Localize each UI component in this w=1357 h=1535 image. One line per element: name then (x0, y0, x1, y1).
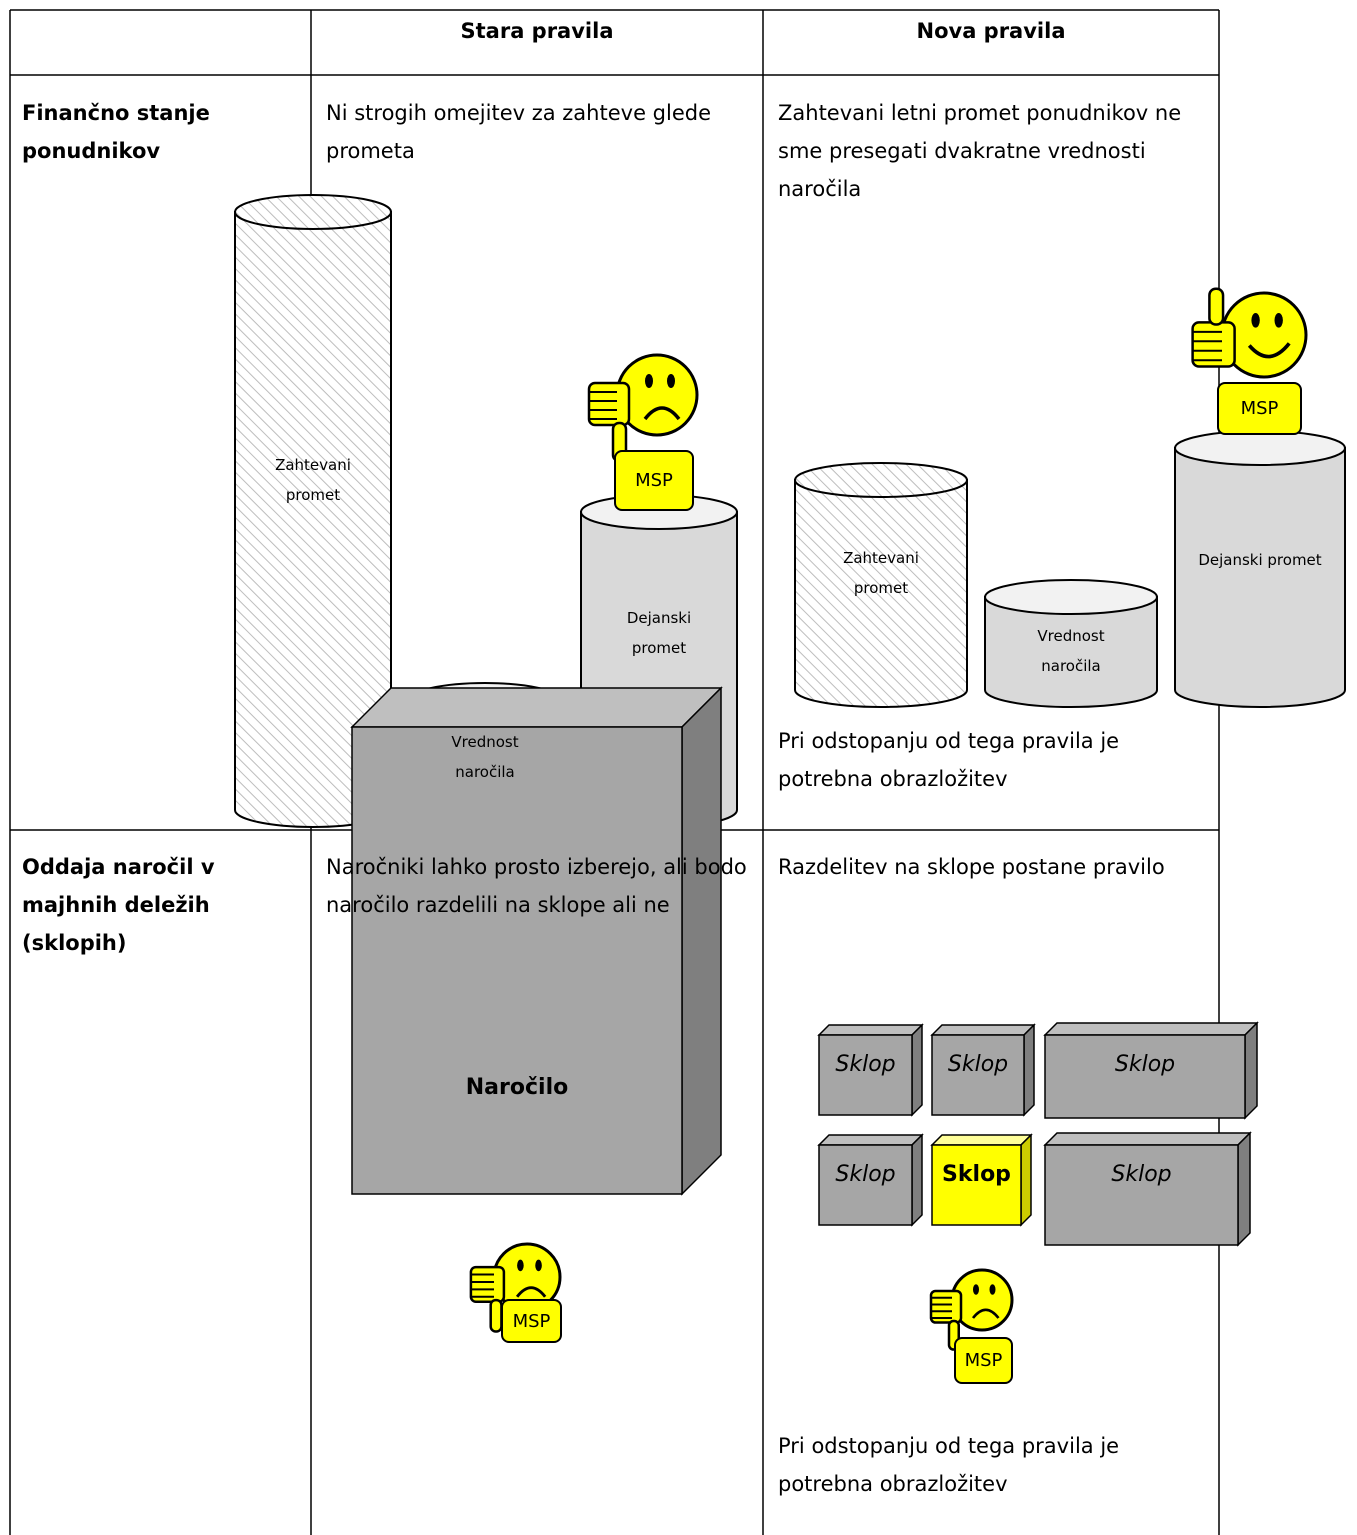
cylinder (1174, 447, 1346, 708)
rule-note: Pri odstopanju od tega pravila je potreb… (778, 1434, 1120, 1496)
lot-box (818, 1144, 913, 1226)
smiley-eye (1251, 312, 1260, 328)
thumb (1208, 287, 1225, 326)
lot-box-top (817, 1024, 924, 1036)
lot-label: Sklop (1114, 1052, 1176, 1077)
lot-box-top (1043, 1132, 1252, 1146)
smiley-eye (1274, 312, 1283, 328)
thumb (489, 1298, 503, 1333)
cylinder-label: Vrednost naročila (1037, 627, 1105, 675)
lot-box-side (911, 1023, 923, 1117)
sme-box (614, 450, 694, 511)
column-header: Stara pravila (460, 19, 614, 43)
lot-label: Sklop (947, 1052, 1009, 1077)
lot-label: Sklop (1111, 1162, 1172, 1187)
smiley-eye (517, 1259, 524, 1272)
cylinder-label: Zahtevani promet (843, 549, 919, 597)
cylinder-top (794, 462, 968, 498)
cylinder (984, 596, 1158, 708)
lot-box-side (1023, 1023, 1035, 1117)
sme-label: MSP (635, 470, 673, 491)
lot-box-side (1244, 1021, 1258, 1120)
lot-box (818, 1034, 913, 1116)
lot-box (931, 1144, 1022, 1226)
old-rule: Naročniki lahko prosto izberejo, ali bod… (326, 855, 747, 917)
smiley-eye (989, 1284, 996, 1295)
thumb-hand (929, 1289, 963, 1324)
smiley-mouth (643, 406, 681, 421)
smiley-eye (973, 1284, 979, 1295)
lot-label: Sklop (835, 1052, 896, 1077)
cylinder-top (234, 194, 392, 230)
smiley-eye (667, 374, 675, 388)
contract-box-top (350, 687, 723, 728)
smiley-mouth (1247, 342, 1291, 359)
sme-label: MSP (964, 1350, 1003, 1371)
lot-box (1044, 1034, 1246, 1119)
smiley-eye (645, 374, 653, 388)
lot-box-side (1237, 1131, 1251, 1247)
smiley-mouth (971, 1308, 1000, 1319)
cylinder-label: Zahtevani promet (275, 456, 351, 504)
lot-box-top (817, 1134, 924, 1146)
row-label: Oddaja naročil v majhnih deležih (sklopi… (22, 855, 215, 955)
rule-note: Pri odstopanju od tega pravila je potreb… (778, 729, 1120, 791)
smiley-eye (535, 1259, 542, 1272)
lot-box (1044, 1144, 1239, 1246)
cylinder-top (984, 579, 1158, 615)
new-rule: Razdelitev na sklope postane pravilo (778, 855, 1165, 879)
cylinder-label: Vrednost naročila (451, 733, 519, 781)
thumb-hand (587, 381, 631, 427)
sme-box (501, 1299, 562, 1343)
contract-label: Naročilo (465, 1075, 569, 1100)
smiley-mouth (515, 1286, 547, 1298)
lot-box-top (1043, 1022, 1259, 1036)
lot-box-side (911, 1133, 923, 1227)
sme-box (954, 1337, 1013, 1384)
lot-label: Sklop (835, 1162, 896, 1187)
thumb-hand (469, 1265, 506, 1303)
row-label: Finančno stanje ponudnikov (22, 101, 210, 163)
contract-box-side (681, 686, 722, 1196)
lot-label: Sklop (942, 1162, 1011, 1187)
cylinder-top (1174, 430, 1346, 466)
old-rule: Ni strogih omejitev za zahteve glede pro… (326, 101, 711, 163)
lot-box (931, 1034, 1025, 1116)
column-header: Nova pravila (916, 19, 1066, 43)
sme-box (1217, 382, 1302, 435)
cylinder-label: Dejanski promet (1198, 551, 1322, 569)
cylinder-label: Dejanski promet (626, 609, 692, 657)
contract-box (351, 726, 683, 1195)
new-rule: Zahtevani letni promet ponudnikov ne sme… (778, 101, 1182, 201)
lot-box-side (1020, 1133, 1032, 1227)
cylinder (794, 479, 968, 708)
lot-box-top (930, 1134, 1033, 1146)
sme-label: MSP (512, 1310, 551, 1332)
lot-box-top (930, 1024, 1036, 1036)
sme-label: MSP (1240, 398, 1279, 419)
